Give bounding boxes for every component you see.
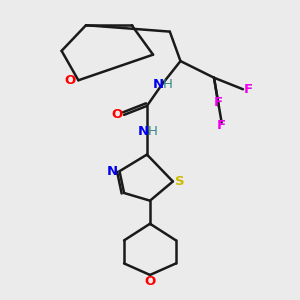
Text: O: O [112, 108, 123, 122]
Text: H: H [148, 125, 158, 138]
Text: N: N [107, 165, 118, 178]
Text: S: S [175, 175, 184, 188]
Text: N: N [137, 125, 148, 138]
Text: O: O [65, 74, 76, 87]
Text: F: F [243, 83, 253, 96]
Text: N: N [153, 78, 164, 91]
Text: F: F [217, 119, 226, 132]
Text: F: F [214, 96, 223, 110]
Text: H: H [163, 78, 173, 91]
Text: O: O [144, 275, 156, 288]
